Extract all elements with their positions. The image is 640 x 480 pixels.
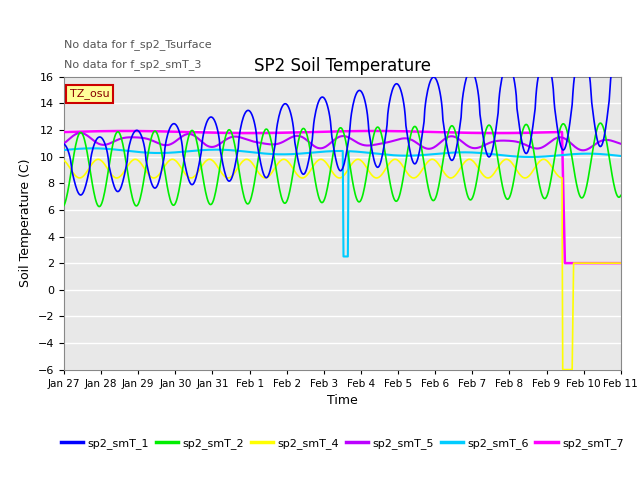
Legend: sp2_smT_1, sp2_smT_2, sp2_smT_4, sp2_smT_5, sp2_smT_6, sp2_smT_7: sp2_smT_1, sp2_smT_2, sp2_smT_4, sp2_smT… <box>56 434 628 454</box>
X-axis label: Time: Time <box>327 394 358 407</box>
Text: No data for f_sp2_smT_3: No data for f_sp2_smT_3 <box>64 59 202 70</box>
Text: TZ_osu: TZ_osu <box>70 88 109 99</box>
Title: SP2 Soil Temperature: SP2 Soil Temperature <box>254 57 431 75</box>
Text: No data for f_sp2_Tsurface: No data for f_sp2_Tsurface <box>64 39 212 49</box>
Y-axis label: Soil Temperature (C): Soil Temperature (C) <box>19 159 32 288</box>
